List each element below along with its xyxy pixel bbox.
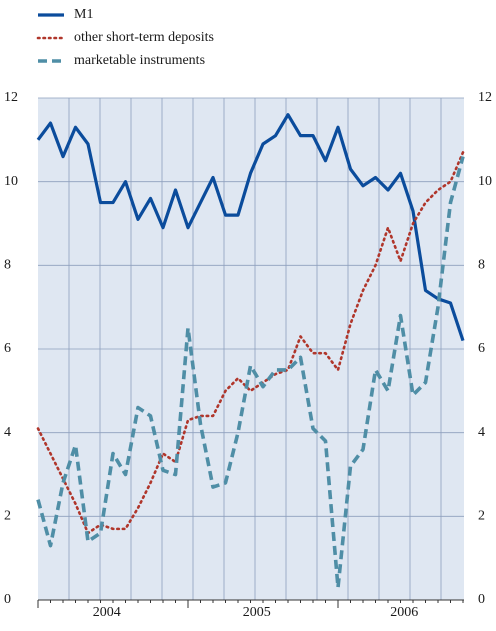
y2-tick-label: 4 <box>478 425 485 440</box>
y-tick-label: 6 <box>4 341 11 356</box>
line-series <box>36 113 465 342</box>
legend-label: M1 <box>74 7 93 22</box>
year-label: 2004 <box>93 605 121 620</box>
y2-tick-label: 6 <box>478 341 485 356</box>
legend-label: other short-term deposits <box>74 30 214 45</box>
year-label: 2005 <box>243 605 271 620</box>
y-tick-label: 4 <box>4 425 11 440</box>
line-series <box>36 156 465 590</box>
y-tick-label: 2 <box>4 509 11 524</box>
y2-tick-label: 10 <box>478 174 492 189</box>
y2-tick-label: 8 <box>478 258 485 273</box>
line-series <box>36 151 465 535</box>
legend-label: marketable instruments <box>74 53 205 68</box>
y2-tick-label: 2 <box>478 509 485 524</box>
y2-tick-label: 0 <box>478 592 485 607</box>
y2-tick-label: 12 <box>478 90 492 105</box>
y-tick-label: 8 <box>4 258 11 273</box>
y-tick-label: 12 <box>4 90 18 105</box>
y-tick-label: 0 <box>4 592 11 607</box>
year-label: 2006 <box>390 605 418 620</box>
y-tick-label: 10 <box>4 174 18 189</box>
